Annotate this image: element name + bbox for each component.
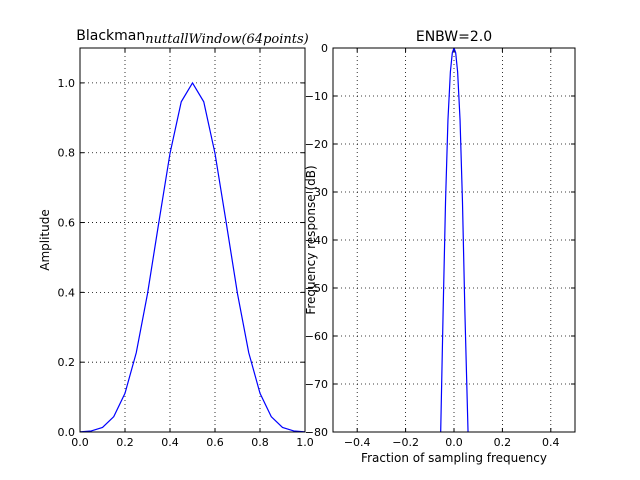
- y-tick-label: 0.6: [58, 217, 76, 230]
- x-tick-label: −0.4: [344, 436, 371, 449]
- x-tick-label: 0.0: [445, 436, 463, 449]
- y-tick-label: −20: [305, 138, 328, 151]
- x-tick-label: 0.8: [251, 436, 269, 449]
- y-tick-label: −70: [305, 378, 328, 391]
- axes-frame: [79, 47, 306, 433]
- chart-title: BlackmannuttallWindow(64points): [76, 28, 308, 47]
- title-main: Blackman: [76, 28, 145, 44]
- x-tick-label: 1.0: [296, 436, 314, 449]
- x-tick-label: 0.4: [161, 436, 179, 449]
- y-tick-label: 0: [321, 42, 328, 55]
- title-subscript: nuttallWindow(64points): [145, 32, 308, 47]
- y-tick-label: 0.2: [58, 356, 76, 369]
- x-tick-label: −0.2: [392, 436, 419, 449]
- y-tick-label: 0.0: [58, 426, 76, 439]
- x-axis-label: Fraction of sampling frequency: [361, 451, 547, 465]
- y-tick-label: 1.0: [58, 77, 76, 90]
- y-tick-label: −30: [305, 186, 328, 199]
- x-tick-label: 0.6: [206, 436, 224, 449]
- y-tick-label: 0.8: [58, 147, 76, 160]
- y-tick-label: −40: [305, 234, 328, 247]
- data-line: [440, 48, 469, 432]
- y-axis-label: Amplitude: [38, 209, 52, 271]
- x-tick-label: 0.2: [494, 436, 512, 449]
- x-tick-label: 0.2: [116, 436, 134, 449]
- y-tick-label: −60: [305, 330, 328, 343]
- x-tick-label: 0.4: [542, 436, 560, 449]
- y-axis-label: Frequency response (dB): [304, 165, 318, 314]
- x-tick-label: 0.0: [71, 436, 89, 449]
- y-tick-label: −10: [305, 90, 328, 103]
- data-line: [80, 81, 305, 432]
- y-tick-label: −50: [305, 282, 328, 295]
- axes-frame: [332, 47, 576, 433]
- y-tick-label: −80: [305, 426, 328, 439]
- y-tick-label: 0.4: [58, 286, 76, 299]
- chart-title: ENBW=2.0: [416, 29, 492, 45]
